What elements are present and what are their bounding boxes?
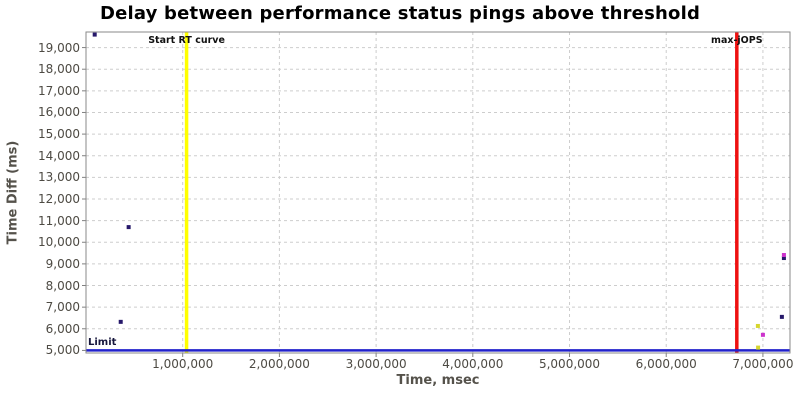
x-axis-title: Time, msec [396,373,480,388]
y-tick-label: 12,000 [38,191,80,206]
data-point-navy [92,32,97,37]
data-point-yellow [756,345,761,350]
y-tick-label: 14,000 [38,148,80,163]
y-tick-label: 16,000 [38,105,80,120]
x-tick-label: 5,000,000 [538,357,601,371]
y-tick-label: 11,000 [38,213,80,228]
chart-title: Delay between performance status pings a… [99,3,701,24]
x-tick-label: 7,000,000 [732,357,794,371]
data-point-yellow [755,323,760,328]
x-tick-label: 2,000,000 [248,357,310,371]
y-tick-label: 19,000 [38,40,80,55]
y-tick-label: 17,000 [38,83,80,98]
data-point-navy [779,314,784,319]
y-tick-label: 10,000 [38,235,80,250]
y-tick-label: 6,000 [45,321,80,336]
x-tick-label: 6,000,000 [635,357,697,371]
y-tick-label: 13,000 [38,170,80,185]
y-tick-label: 15,000 [38,127,80,142]
y-tick-label: 18,000 [38,62,80,77]
y-tick-label: 5,000 [45,343,80,358]
data-point-navy [118,319,123,324]
marker-label-start-rt-curve: Start RT curve [148,35,225,46]
plot-border [85,31,791,354]
y-tick-label: 9,000 [45,256,80,271]
x-tick-label: 4,000,000 [442,357,504,371]
data-point-magenta [760,332,765,337]
data-point-magenta [781,253,786,258]
y-tick-label: 7,000 [45,300,80,315]
limit-label: Limit [88,337,117,349]
y-tick-label: 8,000 [45,278,80,293]
x-tick-label: 1,000,000 [152,357,214,371]
data-point-navy [126,225,131,230]
data-point-navy [781,256,786,261]
marker-label-max-jops: max-jOPS [711,35,763,46]
x-tick-label: 3,000,000 [345,357,407,371]
